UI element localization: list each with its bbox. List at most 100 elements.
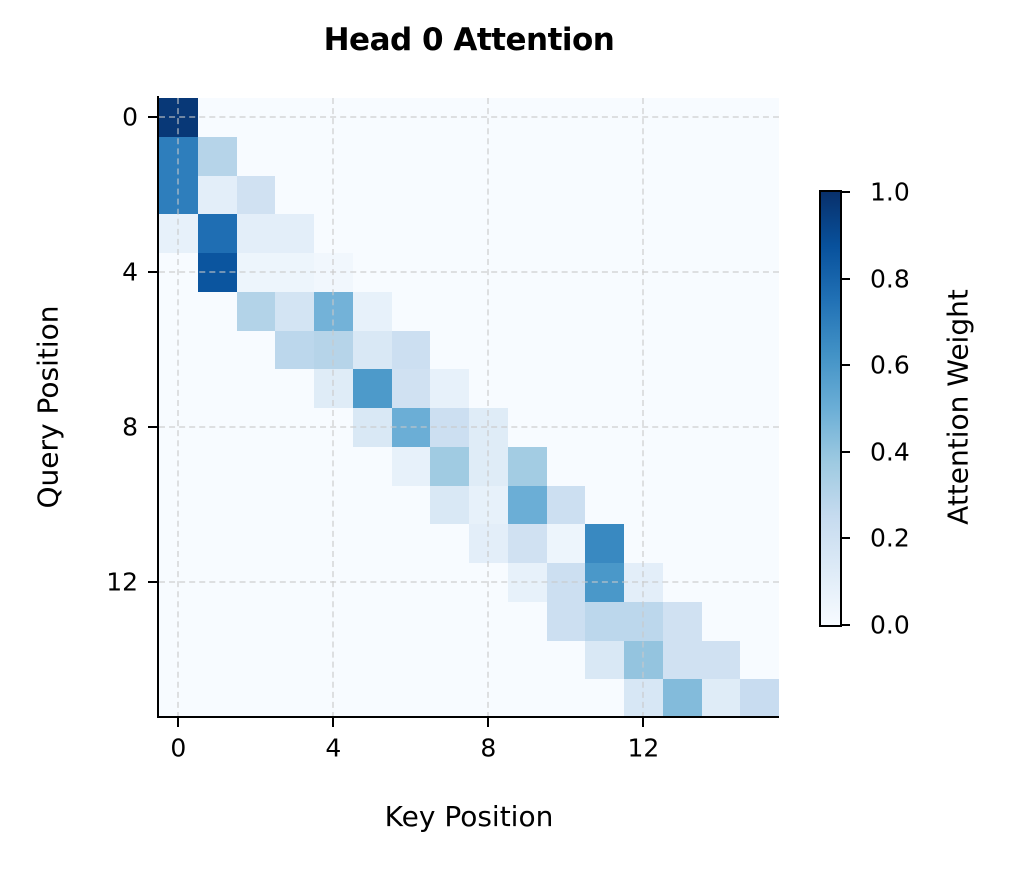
heatmap-cell xyxy=(236,524,276,564)
heatmap-cell xyxy=(701,640,741,680)
heatmap-cell xyxy=(546,446,586,486)
heatmap-cell xyxy=(197,330,237,370)
heatmap-cell xyxy=(546,214,586,254)
heatmap-cell xyxy=(701,136,741,176)
heatmap-cell xyxy=(197,485,237,525)
heatmap-cell xyxy=(740,330,780,370)
heatmap-cell xyxy=(662,446,702,486)
colorbar-tick-label: 0.4 xyxy=(870,437,910,467)
colorbar-tick-label: 0.8 xyxy=(870,264,910,294)
heatmap-cell xyxy=(546,369,586,409)
heatmap-cell xyxy=(391,485,431,525)
colorbar-tick-label: 1.0 xyxy=(870,177,910,207)
heatmap-cell xyxy=(740,369,780,409)
heatmap-cell xyxy=(236,485,276,525)
heatmap-cell xyxy=(391,291,431,331)
heatmap-cell xyxy=(197,291,237,331)
heatmap-cell xyxy=(391,524,431,564)
heatmap-cell xyxy=(585,485,625,525)
heatmap-cell xyxy=(740,446,780,486)
heatmap-cell xyxy=(236,214,276,254)
x-axis-label: Key Position xyxy=(384,800,554,833)
y-tick-label: 8 xyxy=(122,412,138,442)
heatmap-cell xyxy=(197,369,237,409)
heatmap-cell xyxy=(430,214,470,254)
colorbar-tick-label: 0.2 xyxy=(870,523,910,553)
x-tick xyxy=(487,717,490,727)
heatmap-cell xyxy=(430,640,470,680)
heatmap-cell xyxy=(391,136,431,176)
heatmap-cell xyxy=(507,485,547,525)
y-tick xyxy=(148,271,158,274)
gridline xyxy=(332,98,335,718)
y-tick-label: 0 xyxy=(122,102,138,132)
x-tick xyxy=(177,717,180,727)
heatmap-cell xyxy=(391,446,431,486)
colorbar-tick xyxy=(840,277,850,280)
heatmap-cell xyxy=(236,136,276,176)
heatmap-cell xyxy=(430,485,470,525)
y-tick xyxy=(148,116,158,119)
heatmap-cell xyxy=(236,601,276,641)
heatmap-cell xyxy=(275,136,315,176)
heatmap-cell xyxy=(546,291,586,331)
heatmap-cell xyxy=(236,369,276,409)
heatmap-cell xyxy=(585,330,625,370)
heatmap-cell xyxy=(352,601,392,641)
heatmap-cell xyxy=(662,136,702,176)
heatmap-cell xyxy=(352,446,392,486)
heatmap-cell xyxy=(275,369,315,409)
heatmap-cell xyxy=(740,175,780,215)
chart-title: Head 0 Attention xyxy=(323,22,615,58)
x-axis-spine xyxy=(157,716,779,718)
x-tick-label: 12 xyxy=(627,733,660,763)
heatmap-cell xyxy=(585,291,625,331)
heatmap-cell xyxy=(546,601,586,641)
heatmap-cell xyxy=(546,640,586,680)
x-tick-label: 8 xyxy=(480,733,497,763)
heatmap-cell xyxy=(275,485,315,525)
heatmap-cell xyxy=(662,291,702,331)
heatmap-cell xyxy=(701,369,741,409)
heatmap-cell xyxy=(701,175,741,215)
colorbar-tick xyxy=(840,191,850,193)
heatmap-cell xyxy=(391,330,431,370)
gridline xyxy=(159,581,779,584)
heatmap-cell xyxy=(585,369,625,409)
heatmap-cell xyxy=(662,330,702,370)
heatmap-cell xyxy=(662,369,702,409)
heatmap-cell xyxy=(662,601,702,641)
heatmap-cell xyxy=(275,524,315,564)
heatmap-cell xyxy=(352,175,392,215)
heatmap-cell xyxy=(430,330,470,370)
heatmap-cell xyxy=(546,330,586,370)
heatmap-cell xyxy=(701,679,741,719)
heatmap-cell xyxy=(701,291,741,331)
colorbar-tick xyxy=(840,450,850,453)
heatmap-plot-area xyxy=(159,98,780,719)
y-tick-label: 12 xyxy=(106,567,138,597)
heatmap-cell xyxy=(352,291,392,331)
heatmap-cell xyxy=(197,640,237,680)
gridline xyxy=(159,271,779,274)
colorbar-tick-label: 0.0 xyxy=(870,610,910,640)
colorbar-label: Attention Weight xyxy=(941,289,975,525)
heatmap-cell xyxy=(507,369,547,409)
heatmap-cell xyxy=(430,679,470,719)
heatmap-cell xyxy=(391,214,431,254)
heatmap-cell xyxy=(585,175,625,215)
heatmap-cell xyxy=(662,640,702,680)
heatmap-cell xyxy=(701,446,741,486)
gridline xyxy=(487,98,490,718)
heatmap-cell xyxy=(740,291,780,331)
heatmap-cell xyxy=(662,679,702,719)
gridline xyxy=(177,98,180,718)
colorbar-tick-label: 0.6 xyxy=(870,350,910,380)
y-tick xyxy=(148,581,158,584)
heatmap-cell xyxy=(352,136,392,176)
heatmap-cell xyxy=(662,485,702,525)
heatmap-cell xyxy=(197,136,237,176)
heatmap-cell xyxy=(701,214,741,254)
heatmap-cell xyxy=(546,679,586,719)
heatmap-cell xyxy=(430,524,470,564)
